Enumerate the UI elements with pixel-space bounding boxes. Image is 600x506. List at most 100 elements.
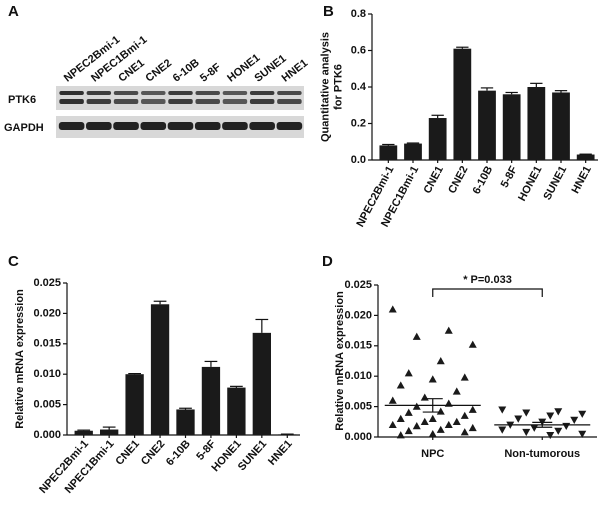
point — [436, 425, 445, 433]
point — [452, 387, 461, 395]
band — [113, 91, 139, 95]
band — [141, 91, 166, 95]
point — [546, 431, 555, 440]
point — [452, 417, 461, 425]
point — [396, 431, 405, 439]
band — [249, 122, 275, 130]
band — [59, 99, 84, 104]
point — [420, 417, 429, 425]
panel-label: C — [8, 253, 19, 270]
point — [412, 402, 421, 410]
band — [168, 91, 193, 95]
band — [140, 122, 167, 130]
bar — [150, 304, 170, 435]
point — [468, 340, 477, 348]
bar — [278, 434, 297, 435]
x-tick-label: HONE1 — [516, 164, 544, 203]
point — [578, 410, 587, 418]
x-tick-label: CNE1 — [422, 164, 446, 196]
point — [404, 426, 413, 435]
panel-label: B — [323, 3, 334, 20]
y-tick-label: 0.2 — [351, 117, 366, 129]
point — [428, 414, 437, 422]
point — [428, 375, 437, 383]
point — [388, 305, 397, 313]
point — [554, 408, 563, 416]
y-tick-label: 0.000 — [33, 429, 61, 441]
bar — [227, 387, 246, 435]
y-tick-label: 0.015 — [344, 340, 372, 352]
band — [113, 122, 139, 130]
band — [113, 99, 139, 104]
band — [167, 122, 194, 130]
x-tick-label: SUNE1 — [541, 164, 569, 202]
bar — [74, 430, 93, 435]
point — [396, 414, 405, 422]
x-tick-label: 6-10B — [471, 164, 496, 196]
band — [222, 91, 248, 95]
band — [277, 91, 302, 95]
bar — [428, 118, 447, 160]
x-tick-label: HNE1 — [570, 164, 594, 196]
y-tick-label: 0.4 — [351, 81, 367, 93]
bar — [404, 143, 422, 160]
x-tick-label: CNE2 — [139, 438, 168, 468]
lane-label: CNE2 — [144, 57, 175, 85]
y-axis-label: for PTK6 — [332, 64, 344, 110]
point — [396, 381, 405, 389]
bar — [379, 145, 398, 160]
point — [404, 369, 413, 377]
point — [444, 326, 453, 334]
point — [444, 420, 453, 429]
bar — [100, 429, 119, 435]
band — [59, 91, 84, 95]
annotation: * P=0.033 — [463, 274, 512, 286]
y-axis-label: Relative mRNA expression — [334, 291, 346, 431]
y-tick-label: 0.6 — [351, 44, 366, 56]
point — [428, 429, 437, 438]
point — [412, 422, 421, 430]
y-axis-label: Relative mRNA expression — [14, 289, 26, 429]
point — [578, 430, 587, 438]
band — [222, 99, 248, 104]
band — [86, 122, 112, 130]
x-tick-label: HNE1 — [266, 438, 295, 468]
point — [554, 427, 563, 435]
x-tick-label: 5-8F — [499, 164, 520, 190]
bar — [527, 87, 546, 160]
x-tick-label: SUNE1 — [236, 438, 269, 473]
point — [522, 409, 531, 417]
point — [498, 406, 507, 414]
y-tick-label: 0.025 — [344, 279, 372, 291]
y-tick-label: 0.8 — [351, 8, 366, 20]
band — [141, 99, 166, 104]
significance-bracket — [432, 288, 543, 297]
row-label: GAPDH — [4, 122, 44, 134]
point — [388, 420, 397, 429]
x-tick-label: 6-10B — [164, 438, 193, 468]
band — [276, 122, 303, 130]
y-tick-label: 0.0 — [351, 154, 366, 166]
blot-strip — [56, 86, 304, 110]
y-axis-label: Quantitative analysis — [319, 32, 331, 142]
point — [514, 415, 523, 423]
point — [460, 428, 469, 436]
point — [460, 373, 469, 381]
bar — [552, 92, 570, 160]
point — [468, 423, 477, 432]
y-tick-label: 0.005 — [344, 401, 372, 413]
panel-label: D — [322, 253, 333, 270]
band — [195, 99, 220, 104]
x-tick-label: CNE1 — [113, 438, 142, 468]
point — [460, 411, 469, 419]
y-tick-label: 0.020 — [33, 307, 61, 319]
bar — [478, 90, 496, 160]
band — [277, 99, 302, 104]
bar — [201, 366, 221, 435]
y-tick-label: 0.000 — [344, 431, 372, 443]
bar — [252, 332, 271, 435]
point — [420, 393, 429, 401]
point — [436, 357, 445, 365]
point — [530, 424, 539, 432]
